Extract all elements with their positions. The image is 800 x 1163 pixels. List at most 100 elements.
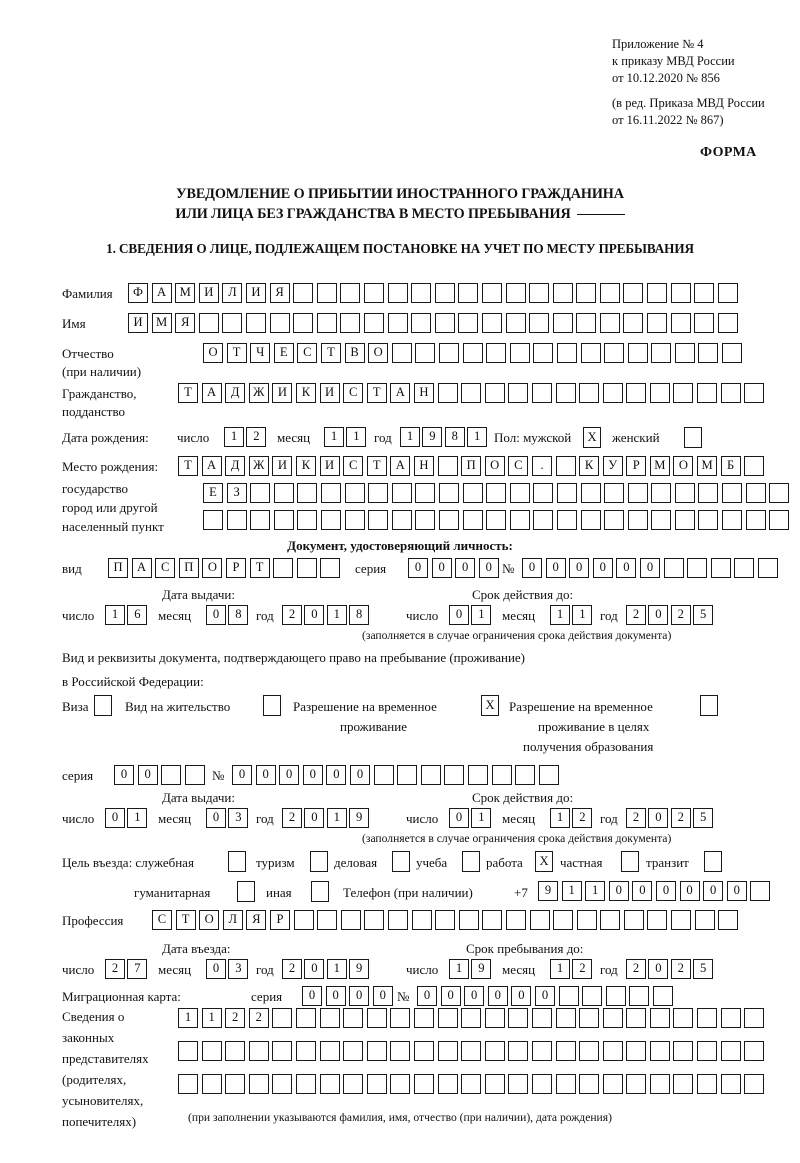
form-cell[interactable] — [391, 343, 412, 363]
form-cell[interactable]: 0 — [304, 959, 325, 979]
form-cell[interactable]: 2 — [246, 427, 267, 447]
form-cell[interactable] — [744, 1008, 765, 1028]
form-cell[interactable]: И — [272, 383, 293, 403]
form-cell[interactable] — [198, 313, 219, 333]
form-cell[interactable] — [366, 1008, 387, 1028]
form-cell[interactable]: 0 — [522, 558, 542, 578]
form-cell[interactable]: И — [128, 313, 148, 333]
form-cell[interactable]: 1 — [224, 427, 244, 447]
form-cell[interactable] — [670, 283, 691, 303]
form-cell[interactable] — [651, 510, 672, 530]
form-cell[interactable] — [201, 1041, 222, 1061]
form-cell[interactable] — [415, 483, 436, 503]
form-cell[interactable]: 0 — [726, 881, 747, 901]
form-cell[interactable]: 1 — [105, 605, 125, 625]
form-cell[interactable] — [508, 383, 529, 403]
form-cell[interactable]: Е — [203, 483, 223, 503]
form-cell[interactable]: П — [108, 558, 128, 578]
form-cell[interactable] — [602, 1041, 623, 1061]
form-cell[interactable]: Д — [225, 456, 246, 476]
form-cell[interactable]: 2 — [572, 959, 593, 979]
form-cell[interactable] — [555, 383, 576, 403]
form-cell[interactable] — [411, 910, 432, 930]
visa-checkbox[interactable] — [94, 695, 112, 716]
form-cell[interactable]: П — [461, 456, 482, 476]
form-cell[interactable] — [458, 910, 479, 930]
form-cell[interactable]: 9 — [349, 959, 370, 979]
form-cell[interactable]: 0 — [648, 605, 669, 625]
form-cell[interactable]: 6 — [127, 605, 148, 625]
form-cell[interactable] — [437, 1041, 458, 1061]
form-cell[interactable] — [420, 765, 441, 785]
form-cell[interactable]: 2 — [225, 1008, 246, 1028]
form-cell[interactable] — [434, 313, 455, 333]
form-cell[interactable]: А — [131, 558, 152, 578]
form-cell[interactable] — [273, 483, 294, 503]
form-cell[interactable]: 9 — [471, 959, 492, 979]
form-cell[interactable] — [368, 483, 389, 503]
form-cell[interactable]: Т — [226, 343, 247, 363]
form-cell[interactable] — [629, 986, 650, 1006]
form-cell[interactable] — [531, 1074, 552, 1094]
temp-edu-checkbox[interactable] — [700, 695, 718, 716]
form-cell[interactable]: 2 — [282, 605, 302, 625]
form-cell[interactable]: 0 — [302, 765, 323, 785]
form-cell[interactable]: 3 — [228, 959, 249, 979]
form-cell[interactable] — [720, 1074, 741, 1094]
form-cell[interactable] — [269, 313, 290, 333]
form-cell[interactable]: 2 — [248, 1008, 269, 1028]
form-cell[interactable]: 0 — [326, 765, 347, 785]
form-cell[interactable]: 0 — [648, 808, 669, 828]
purpose-private-checkbox[interactable] — [621, 851, 639, 872]
form-cell[interactable] — [458, 313, 479, 333]
form-cell[interactable]: 0 — [431, 558, 452, 578]
form-cell[interactable] — [600, 910, 621, 930]
form-cell[interactable] — [580, 483, 601, 503]
sex-male-checkbox[interactable]: X — [583, 427, 601, 448]
form-cell[interactable] — [651, 343, 672, 363]
form-cell[interactable] — [720, 1008, 741, 1028]
form-cell[interactable]: С — [152, 910, 172, 930]
form-cell[interactable] — [203, 510, 223, 530]
form-cell[interactable]: 1 — [326, 959, 347, 979]
form-cell[interactable]: 1 — [326, 808, 347, 828]
form-cell[interactable] — [531, 1041, 552, 1061]
form-cell[interactable]: 1 — [449, 959, 469, 979]
form-cell[interactable]: 0 — [255, 765, 276, 785]
form-cell[interactable]: Р — [225, 558, 246, 578]
form-cell[interactable]: И — [319, 383, 340, 403]
form-cell[interactable] — [201, 1074, 222, 1094]
form-cell[interactable] — [391, 483, 412, 503]
form-cell[interactable] — [623, 910, 644, 930]
form-cell[interactable] — [363, 313, 384, 333]
form-cell[interactable] — [509, 510, 530, 530]
birthplace-city-grid-2[interactable] — [203, 510, 790, 530]
form-cell[interactable] — [697, 1041, 718, 1061]
purpose-work-checkbox[interactable]: X — [535, 851, 553, 872]
form-cell[interactable]: О — [203, 343, 223, 363]
form-cell[interactable]: 1 — [127, 808, 148, 828]
form-cell[interactable]: П — [178, 558, 199, 578]
residence-permit-checkbox[interactable] — [263, 695, 281, 716]
form-cell[interactable] — [491, 765, 512, 785]
form-cell[interactable] — [272, 1041, 293, 1061]
form-cell[interactable] — [363, 283, 384, 303]
form-cell[interactable] — [438, 343, 459, 363]
form-cell[interactable]: Т — [178, 383, 198, 403]
form-cell[interactable] — [320, 510, 341, 530]
form-cell[interactable]: Я — [175, 313, 196, 333]
form-cell[interactable] — [744, 456, 765, 476]
form-cell[interactable] — [555, 456, 576, 476]
form-cell[interactable] — [602, 1074, 623, 1094]
form-cell[interactable] — [508, 1008, 529, 1028]
form-cell[interactable] — [438, 483, 459, 503]
form-cell[interactable] — [225, 1041, 246, 1061]
form-cell[interactable]: 0 — [478, 558, 499, 578]
